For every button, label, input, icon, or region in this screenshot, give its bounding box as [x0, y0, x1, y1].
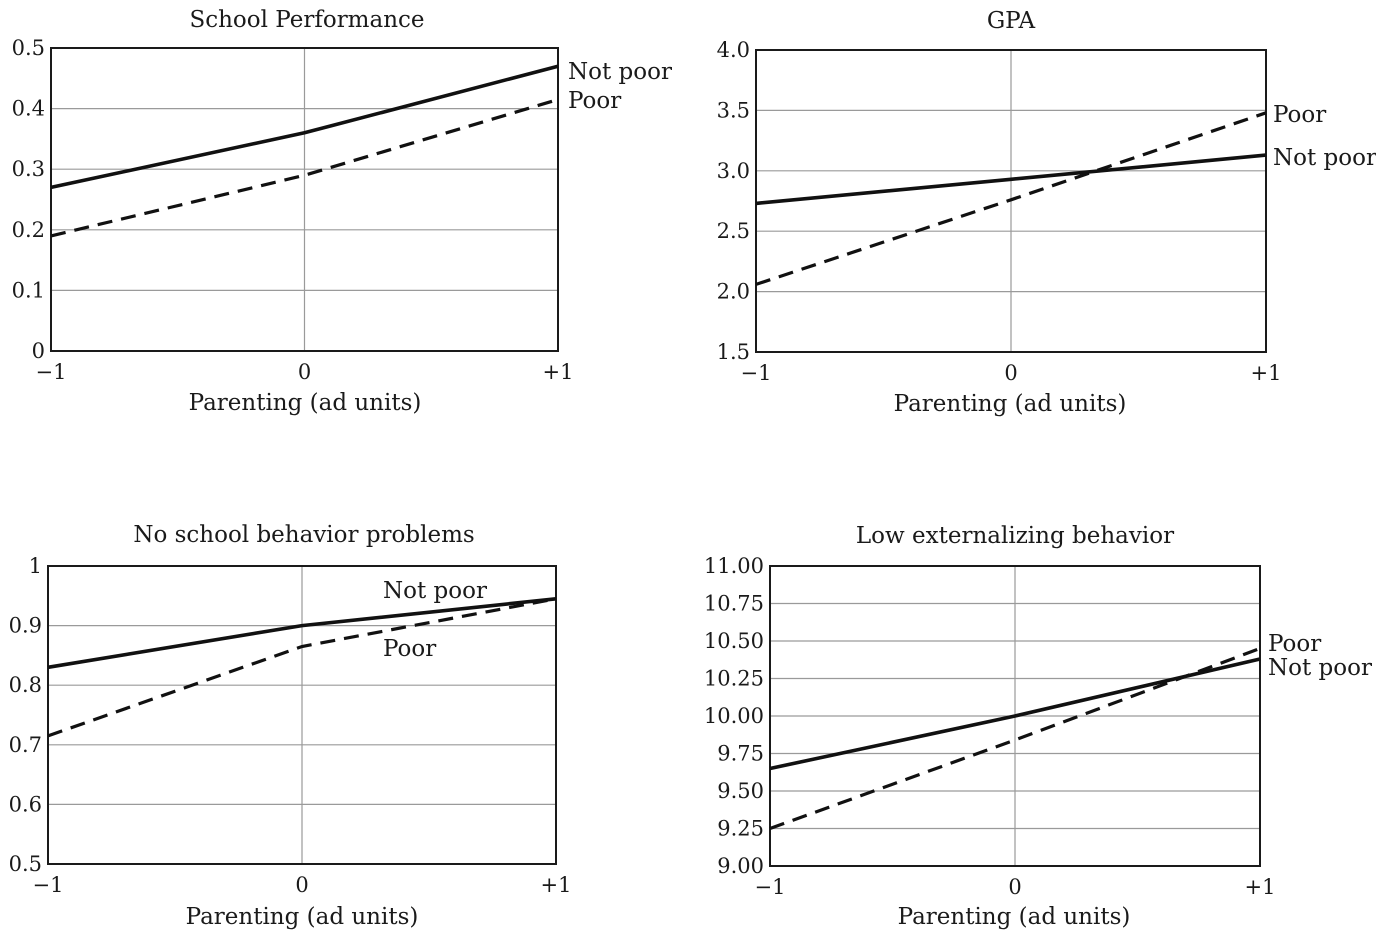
x-tick-label: −1 — [741, 361, 772, 385]
y-tick-label: 1 — [29, 554, 42, 578]
y-tick-label: 0.9 — [9, 614, 42, 638]
y-tick-label: 0.4 — [12, 97, 45, 121]
y-ticks: 0.5 0.6 0.7 0.8 0.9 1 — [9, 554, 42, 876]
y-tick-label: 9.50 — [717, 779, 764, 803]
y-tick-label: 9.00 — [717, 854, 764, 878]
y-ticks: 9.00 9.25 9.50 9.75 10.00 10.25 10.50 10.75 11.0… — [704, 554, 764, 878]
x-tick-label: +1 — [541, 873, 572, 897]
y-tick-label: 9.25 — [717, 817, 764, 841]
x-tick-label: −1 — [36, 360, 67, 384]
plot-frame — [769, 565, 1261, 867]
y-tick-label: 0.7 — [9, 733, 42, 757]
y-tick-label: 10.50 — [704, 629, 764, 653]
y-tick-label: 0.2 — [12, 218, 45, 242]
x-axis-label: Parenting (ad units) — [186, 904, 419, 930]
y-tick-label: 10.00 — [704, 704, 764, 728]
y-tick-label: 2.5 — [717, 219, 750, 243]
chart-title: Low externalizing behavior — [856, 523, 1174, 549]
x-ticks: −1 0 +1 — [755, 875, 1276, 899]
series-label-not-poor: Not poor — [1273, 145, 1376, 171]
y-tick-label: 3.5 — [717, 98, 750, 122]
panel-low-externalizing-behavior: Low externalizing behavior 9.009.259.509… — [704, 523, 1372, 930]
x-tick-label: −1 — [755, 875, 786, 899]
panel-school-performance: School Performance 00.10.20.30.40.5 −1 0 +… — [12, 7, 672, 416]
plot-frame — [50, 47, 559, 352]
y-tick-label: 2.0 — [717, 280, 750, 304]
x-ticks: −1 0 +1 — [741, 361, 1282, 385]
x-ticks: −1 0 +1 — [36, 360, 574, 384]
series-line-not-poor — [755, 153, 1267, 206]
y-ticks: 1.5 2.0 2.5 3.0 3.5 4.0 — [717, 38, 750, 364]
y-tick-label: 0 — [32, 339, 45, 363]
y-tick-label: 0.5 — [12, 36, 45, 60]
x-ticks: −1 0 +1 — [33, 873, 572, 897]
plot-frame — [47, 565, 557, 865]
series-label-not-poor: Not poor — [1268, 655, 1372, 681]
y-tick-label: 0.5 — [9, 852, 42, 876]
y-tick-label: 0.1 — [12, 278, 45, 302]
x-tick-label: +1 — [543, 360, 574, 384]
series-label-not-poor: Not poor — [568, 59, 672, 85]
x-axis-label: Parenting (ad units) — [898, 904, 1131, 930]
series-label-poor: Poor — [383, 636, 436, 662]
plot-frame — [755, 49, 1267, 353]
chart-title: GPA — [987, 8, 1036, 34]
series-line-not-poor — [50, 64, 559, 190]
series-label-not-poor: Not poor — [383, 578, 487, 604]
y-tick-label: 0.6 — [9, 792, 42, 816]
series-line-not-poor — [769, 657, 1261, 771]
x-tick-label: 0 — [1008, 875, 1021, 899]
y-tick-label: 9.75 — [717, 742, 764, 766]
x-tick-label: +1 — [1251, 361, 1282, 385]
y-tick-label: 3.0 — [717, 159, 750, 183]
x-tick-label: 0 — [1004, 361, 1017, 385]
y-tick-label: 1.5 — [717, 340, 750, 364]
x-tick-label: +1 — [1245, 875, 1276, 899]
series-line-poor — [50, 97, 559, 238]
x-tick-label: 0 — [298, 360, 311, 384]
x-axis-label: Parenting (ad units) — [189, 390, 422, 416]
series-line-poor — [47, 597, 557, 738]
series-label-poor: Poor — [1268, 631, 1321, 657]
x-tick-label: −1 — [33, 873, 64, 897]
panel-gpa: GPA 1.5 2.0 2.5 3.0 3.5 4.0 −1 0 +1 Poor Not po… — [717, 8, 1376, 417]
series-line-not-poor — [47, 597, 557, 670]
series-label-poor: Poor — [1273, 102, 1326, 128]
y-tick-label: 4.0 — [717, 38, 750, 62]
y-tick-label: 0.3 — [12, 157, 45, 181]
chart-title: No school behavior problems — [133, 522, 474, 548]
chart-title: School Performance — [189, 7, 424, 33]
y-ticks: 0 0.1 0.2 0.3 0.4 0.5 — [12, 36, 45, 363]
x-axis-label: Parenting (ad units) — [894, 391, 1127, 417]
y-tick-label: 10.25 — [704, 667, 764, 691]
series-line-poor — [755, 111, 1267, 286]
y-tick-label: 11.00 — [704, 554, 764, 578]
x-tick-label: 0 — [295, 873, 308, 897]
series-label-poor: Poor — [568, 88, 621, 114]
panel-no-school-behavior-problems: No school behavior problems 0.5 0.6 0.7 0.8… — [9, 522, 572, 930]
y-tick-label: 10.75 — [704, 592, 764, 616]
y-tick-label: 0.8 — [9, 673, 42, 697]
